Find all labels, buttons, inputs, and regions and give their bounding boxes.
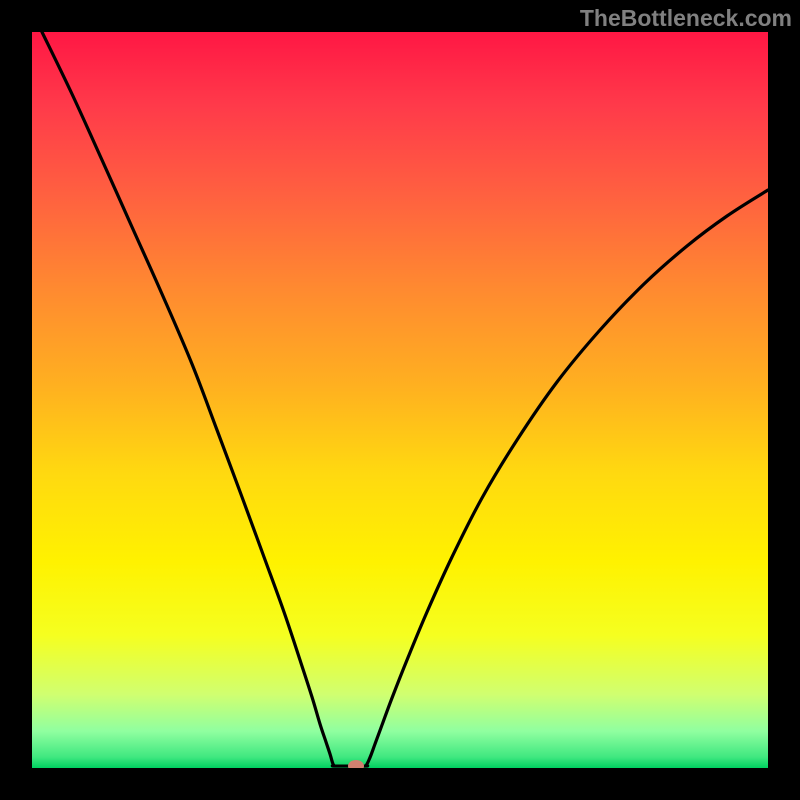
chart-canvas: TheBottleneck.com [0, 0, 800, 800]
curve-layer [32, 32, 768, 768]
plot-area [32, 32, 768, 768]
watermark-text: TheBottleneck.com [580, 5, 792, 32]
bottleneck-curve [42, 32, 768, 766]
minimum-marker [348, 760, 364, 768]
